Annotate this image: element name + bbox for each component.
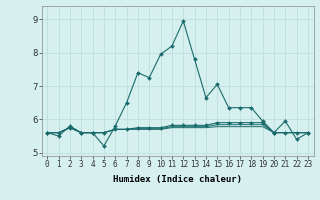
X-axis label: Humidex (Indice chaleur): Humidex (Indice chaleur) xyxy=(113,175,242,184)
